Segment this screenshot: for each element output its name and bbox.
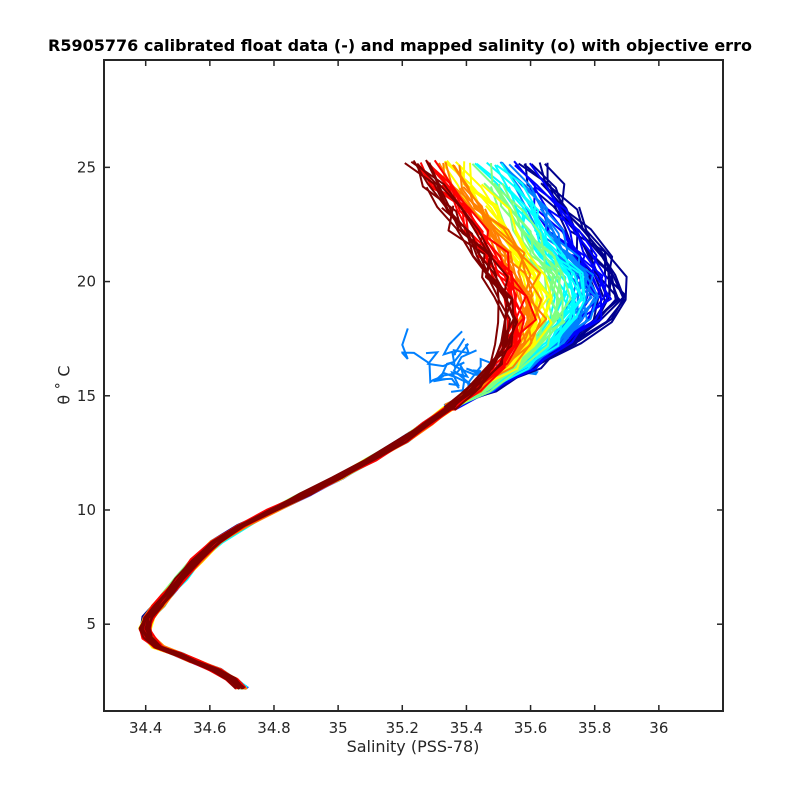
plot-frame [103,59,724,712]
float-profile-line [142,206,508,690]
x-tick-label: 35.6 [514,719,547,737]
y-tick-label: 15 [77,387,96,405]
float-profile-line [141,159,515,690]
x-tick-label: 35.4 [450,719,483,737]
x-tick-label: 35.8 [578,719,611,737]
y-tick-label: 10 [77,501,96,519]
y-axis-label: θ ˚ C [54,365,74,405]
x-tick-label: 34.4 [129,719,162,737]
float-profile-line [141,182,564,689]
float-profile-line [141,164,511,690]
float-profile-line [139,164,519,690]
chart-title: R5905776 calibrated float data (-) and m… [48,36,752,55]
x-tick-label: 35.2 [386,719,419,737]
float-profile-line [141,233,531,689]
float-profile-line [148,162,517,689]
float-profile-line [144,185,526,689]
float-profile-line [147,164,586,689]
x-tick-label: 34.8 [257,719,290,737]
float-profile-line [146,187,518,689]
float-profile-line [142,229,544,690]
float-profile-line [145,159,515,690]
float-profile-line [138,162,553,690]
y-tick-label: 20 [77,273,96,291]
float-profile-line [144,162,513,690]
float-profile-line [143,206,535,690]
float-profile-line [145,208,543,690]
y-tick-label: 5 [86,615,96,633]
float-profile-line [148,162,517,690]
profile-lines [138,159,628,690]
float-profile-line [147,231,553,689]
x-tick-label: 36 [649,719,668,737]
float-profile-line [148,210,532,690]
float-profile-line [139,186,519,689]
float-profile-line [147,205,508,690]
y-tick-label: 25 [77,158,96,176]
x-tick-label: 34.6 [193,719,226,737]
float-profile-line [148,186,525,689]
anomalous-profile-line [401,328,446,384]
float-profile-line [145,164,509,689]
float-profile-line [148,162,585,690]
float-profile-line [138,184,522,690]
float-profile-line [142,187,532,689]
float-profile-line [138,162,500,690]
float-profile-line [148,160,607,690]
float-profile-line [146,160,509,689]
x-tick-label: 35 [329,719,348,737]
axis-ticks: 34.4 34.6 34.8 35 35.2 35.4 35.6 35.8 36 5 10 15 20 2… [77,60,723,737]
x-axis-label: Salinity (PSS-78) [346,737,480,756]
float-profile-line [148,206,533,690]
float-profile-line [149,163,518,690]
